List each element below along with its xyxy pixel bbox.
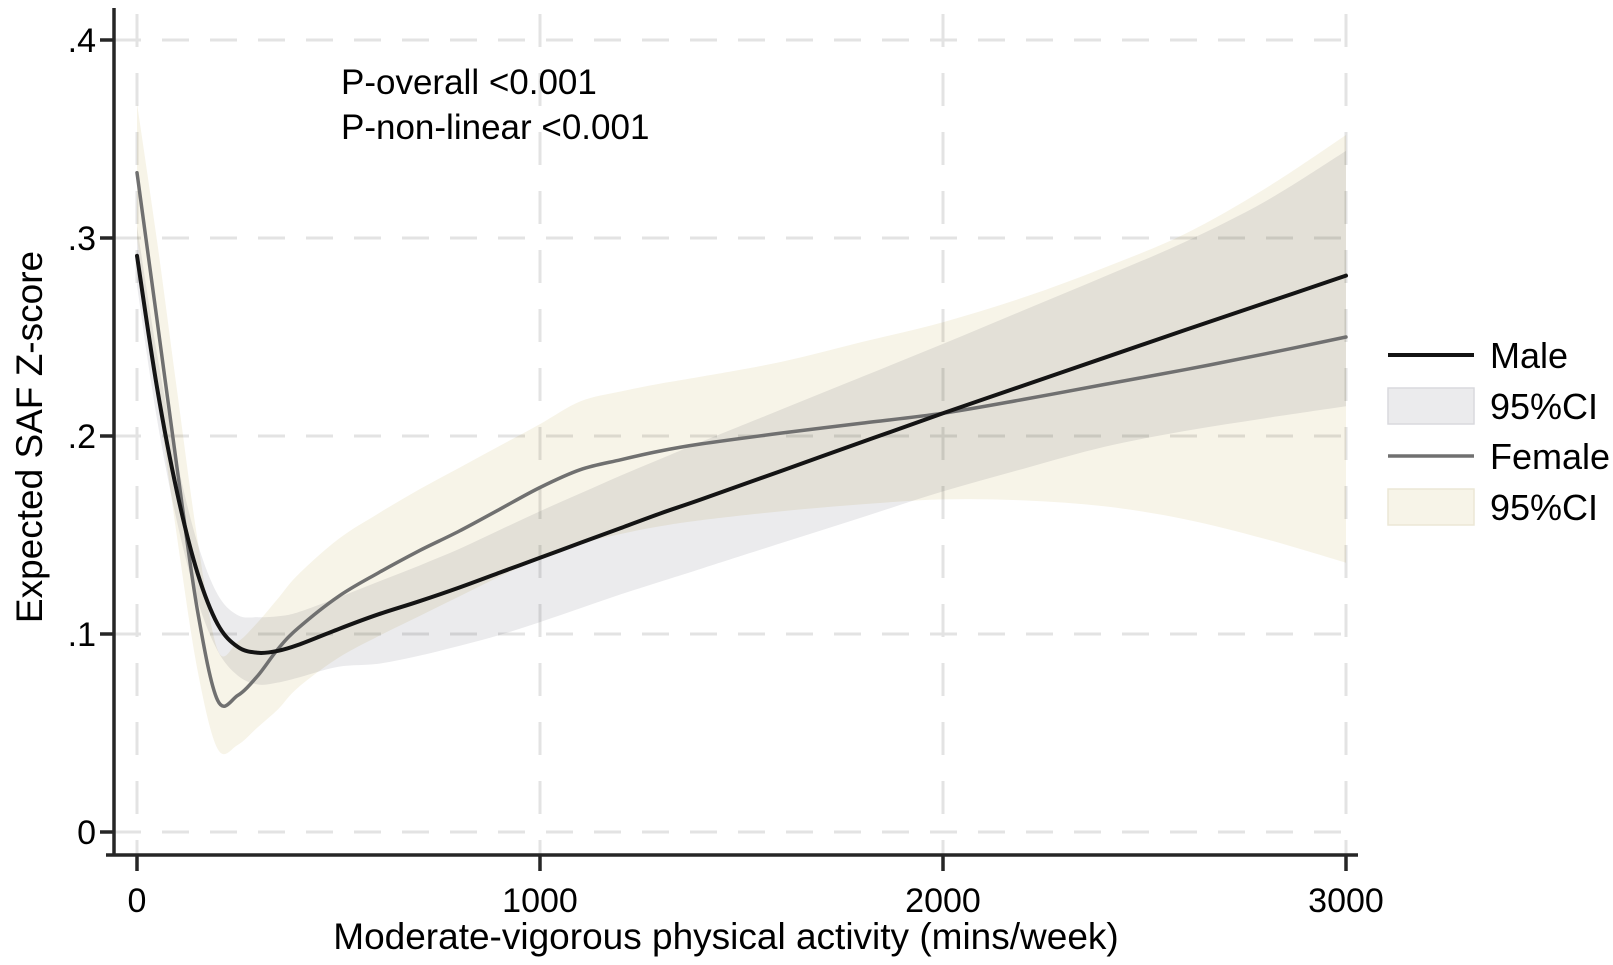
y-axis-title: Expected SAF Z-score	[9, 250, 50, 624]
y-tick-label: .2	[68, 418, 96, 456]
legend-label-95ci-male: 95%CI	[1490, 386, 1598, 427]
x-tick-label: 0	[128, 882, 147, 920]
legend: Male 95%CI Female 95%CI	[1387, 335, 1610, 528]
ci-bands	[137, 103, 1346, 755]
y-tick-label: .1	[68, 616, 96, 654]
legend-key-swatch-95ci-male	[1387, 387, 1475, 425]
legend-label-male-male: Male	[1490, 335, 1568, 376]
female-line	[135, 170, 1348, 708]
tick-labels: 0 .1 .2 .3 .4 0 1000 2000 3000	[68, 22, 1384, 920]
x-tick-label: 3000	[1308, 882, 1384, 920]
legend-key-swatch-95ci-female	[1387, 488, 1475, 526]
annotation-line-2: P-non-linear <0.001	[341, 108, 650, 147]
y-tick-label: 0	[77, 814, 96, 852]
x-axis-title: Moderate-vigorous physical activity (min…	[333, 916, 1119, 957]
y-tick-label: .3	[68, 220, 96, 258]
y-tick-label: .4	[68, 22, 96, 60]
male-line	[135, 253, 1348, 655]
axes	[100, 8, 1358, 871]
x-tick-label: 1000	[502, 882, 578, 920]
annotation-line-1: P-overall <0.001	[341, 63, 597, 102]
legend-label-95ci-female: 95%CI	[1490, 487, 1598, 528]
male-ci-band	[137, 150, 1346, 685]
p-value-annotation: P-overall <0.001 P-non-linear <0.001	[341, 60, 649, 150]
x-tick-label: 2000	[905, 882, 981, 920]
legend-label-female-female: Female	[1490, 436, 1610, 477]
curves	[135, 170, 1348, 708]
